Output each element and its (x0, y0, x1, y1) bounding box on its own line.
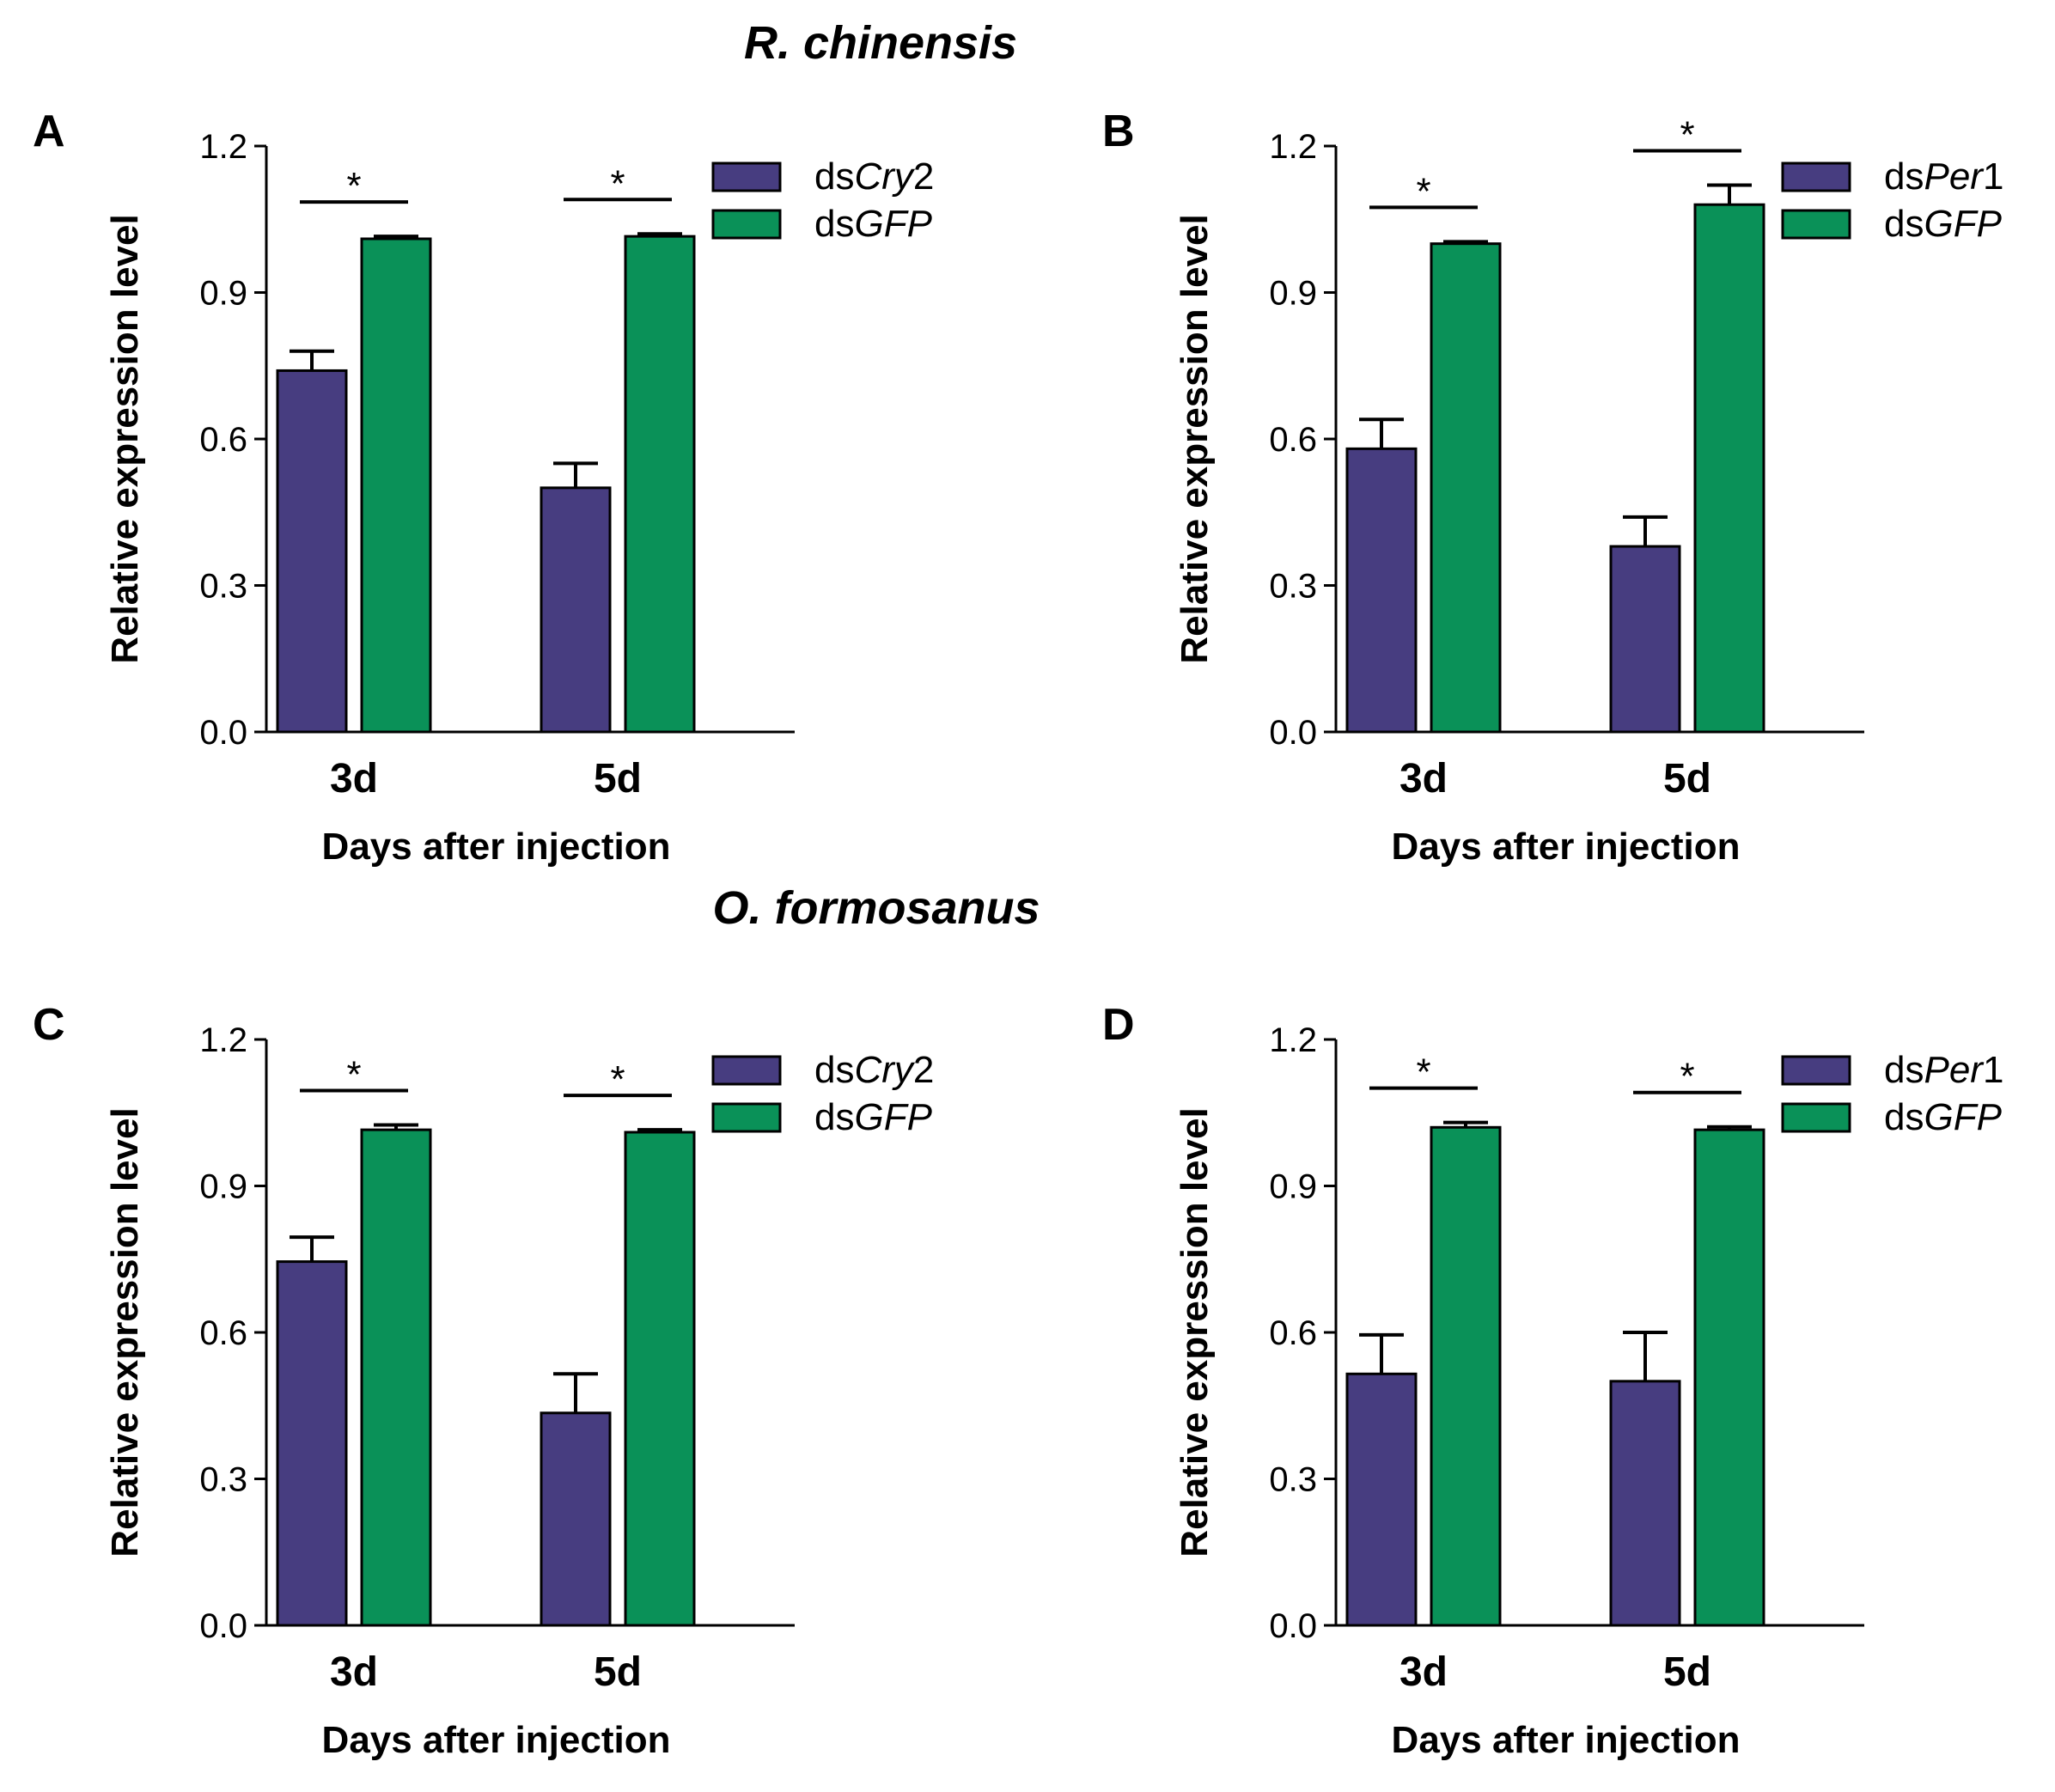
panel-b: B 0.0 0.3 0.6 0.9 1.2 Relative expression leve… (1102, 107, 2003, 868)
x-tick-label: 3d (330, 1649, 378, 1695)
y-tick-label: 0.6 (199, 421, 247, 459)
y-tick-label: 0.6 (199, 1314, 247, 1352)
y-tick-label: 1.2 (1269, 128, 1317, 166)
y-axis-title: Relative expression level (104, 214, 146, 663)
x-tick-label: 3d (1399, 756, 1448, 802)
x-tick-label: 5d (594, 1649, 642, 1695)
legend-swatch-dsgfp (711, 1102, 782, 1133)
bar-dscry2-5d (540, 1411, 612, 1627)
y-tick-label: 0.6 (1269, 421, 1317, 459)
y-tick-label: 1.2 (199, 1021, 247, 1059)
legend-label-dsper1: dsPer1 (1884, 1049, 2003, 1091)
y-axis-title: Relative expression level (104, 1107, 146, 1557)
legend-swatch-dsgfp (1781, 209, 1851, 240)
x-axis-title: Days after injection (322, 826, 671, 868)
legend-swatch-dscry2 (711, 162, 782, 192)
y-axis-title: Relative expression level (1174, 214, 1216, 663)
y-tick-label: 0.3 (199, 1461, 247, 1499)
significance-star: * (610, 162, 625, 204)
panel-letter: D (1102, 1000, 1135, 1050)
y-tick-label: 0.3 (1269, 1461, 1317, 1499)
legend-swatch-dscry2 (711, 1055, 782, 1086)
panels-container: A 0.0 0.3 0.6 0.9 1.2 Relative expression leve… (33, 107, 2003, 1761)
y-tick-label: 0.3 (199, 568, 247, 606)
bar-dsper1-3d (1345, 447, 1418, 734)
panel-letter: A (33, 107, 65, 156)
bar-dsgfp-3d (360, 1128, 432, 1627)
y-axis-title: Relative expression level (1174, 1107, 1216, 1557)
bar-dsgfp-5d (1693, 203, 1765, 734)
legend-label-dsgfp: dsGFP (814, 203, 933, 245)
significance-star: * (346, 165, 361, 207)
x-tick-label: 5d (594, 756, 642, 802)
legend-swatch-dsgfp (1781, 1102, 1851, 1133)
bar-dsper1-3d (1345, 1372, 1418, 1627)
y-tick-label: 0.0 (1269, 1607, 1317, 1645)
panel-d: D 0.0 0.3 0.6 0.9 1.2 Relative expression leve… (1102, 1000, 2003, 1761)
panel-letter: B (1102, 107, 1135, 156)
legend-swatch-dsgfp (711, 209, 782, 240)
legend-label-dsgfp: dsGFP (1884, 1096, 2003, 1138)
significance-star: * (1416, 1051, 1430, 1094)
bar-dsper1-5d (1609, 545, 1681, 734)
legend-label-dscry2: dsCry2 (814, 155, 934, 198)
legend-swatch-dsper1 (1781, 1055, 1851, 1086)
y-tick-label: 0.9 (199, 1168, 247, 1206)
bar-dsgfp-3d (360, 237, 432, 734)
legend-label-dscry2: dsCry2 (814, 1049, 934, 1091)
panel-c: C 0.0 0.3 0.6 0.9 1.2 Relative expression leve… (33, 1000, 934, 1761)
y-tick-label: 0.3 (1269, 568, 1317, 606)
y-tick-label: 0.9 (1269, 1168, 1317, 1206)
section-title-o-formosanus: O. formosanus (712, 882, 1040, 934)
y-tick-label: 0.9 (199, 275, 247, 313)
y-tick-label: 0.6 (1269, 1314, 1317, 1352)
x-tick-label: 5d (1663, 1649, 1711, 1695)
legend-label-dsper1: dsPer1 (1884, 155, 2003, 198)
bar-dsgfp-5d (1693, 1128, 1765, 1627)
bar-dsgfp-3d (1430, 242, 1502, 734)
x-tick-label: 3d (1399, 1649, 1448, 1695)
significance-star: * (610, 1058, 625, 1100)
bar-dscry2-3d (276, 369, 348, 734)
section-title-r-chinensis: R. chinensis (744, 17, 1017, 69)
bar-dscry2-5d (540, 486, 612, 734)
y-tick-label: 0.0 (199, 1607, 247, 1645)
legend-label-dsgfp: dsGFP (1884, 203, 2003, 245)
significance-star: * (1680, 1056, 1694, 1098)
panel-a: A 0.0 0.3 0.6 0.9 1.2 Relative expression leve… (33, 107, 934, 868)
y-tick-label: 0.0 (1269, 714, 1317, 752)
bar-dsgfp-5d (624, 1131, 696, 1627)
legend-label-dsgfp: dsGFP (814, 1096, 933, 1138)
bar-dsgfp-5d (624, 235, 696, 734)
x-tick-label: 3d (330, 756, 378, 802)
y-tick-label: 1.2 (1269, 1021, 1317, 1059)
x-tick-label: 5d (1663, 756, 1711, 802)
x-axis-title: Days after injection (1392, 1719, 1741, 1761)
significance-star: * (1416, 170, 1430, 212)
panel-letter: C (33, 1000, 65, 1050)
bar-dsgfp-3d (1430, 1125, 1502, 1627)
x-axis-title: Days after injection (1392, 826, 1741, 868)
legend-swatch-dsper1 (1781, 162, 1851, 192)
y-tick-label: 0.0 (199, 714, 247, 752)
y-tick-label: 0.9 (1269, 275, 1317, 313)
bar-dscry2-3d (276, 1260, 348, 1627)
bar-dsper1-5d (1609, 1380, 1681, 1627)
y-tick-label: 1.2 (199, 128, 247, 166)
significance-star: * (346, 1053, 361, 1095)
significance-star: * (1680, 113, 1694, 155)
x-axis-title: Days after injection (322, 1719, 671, 1761)
